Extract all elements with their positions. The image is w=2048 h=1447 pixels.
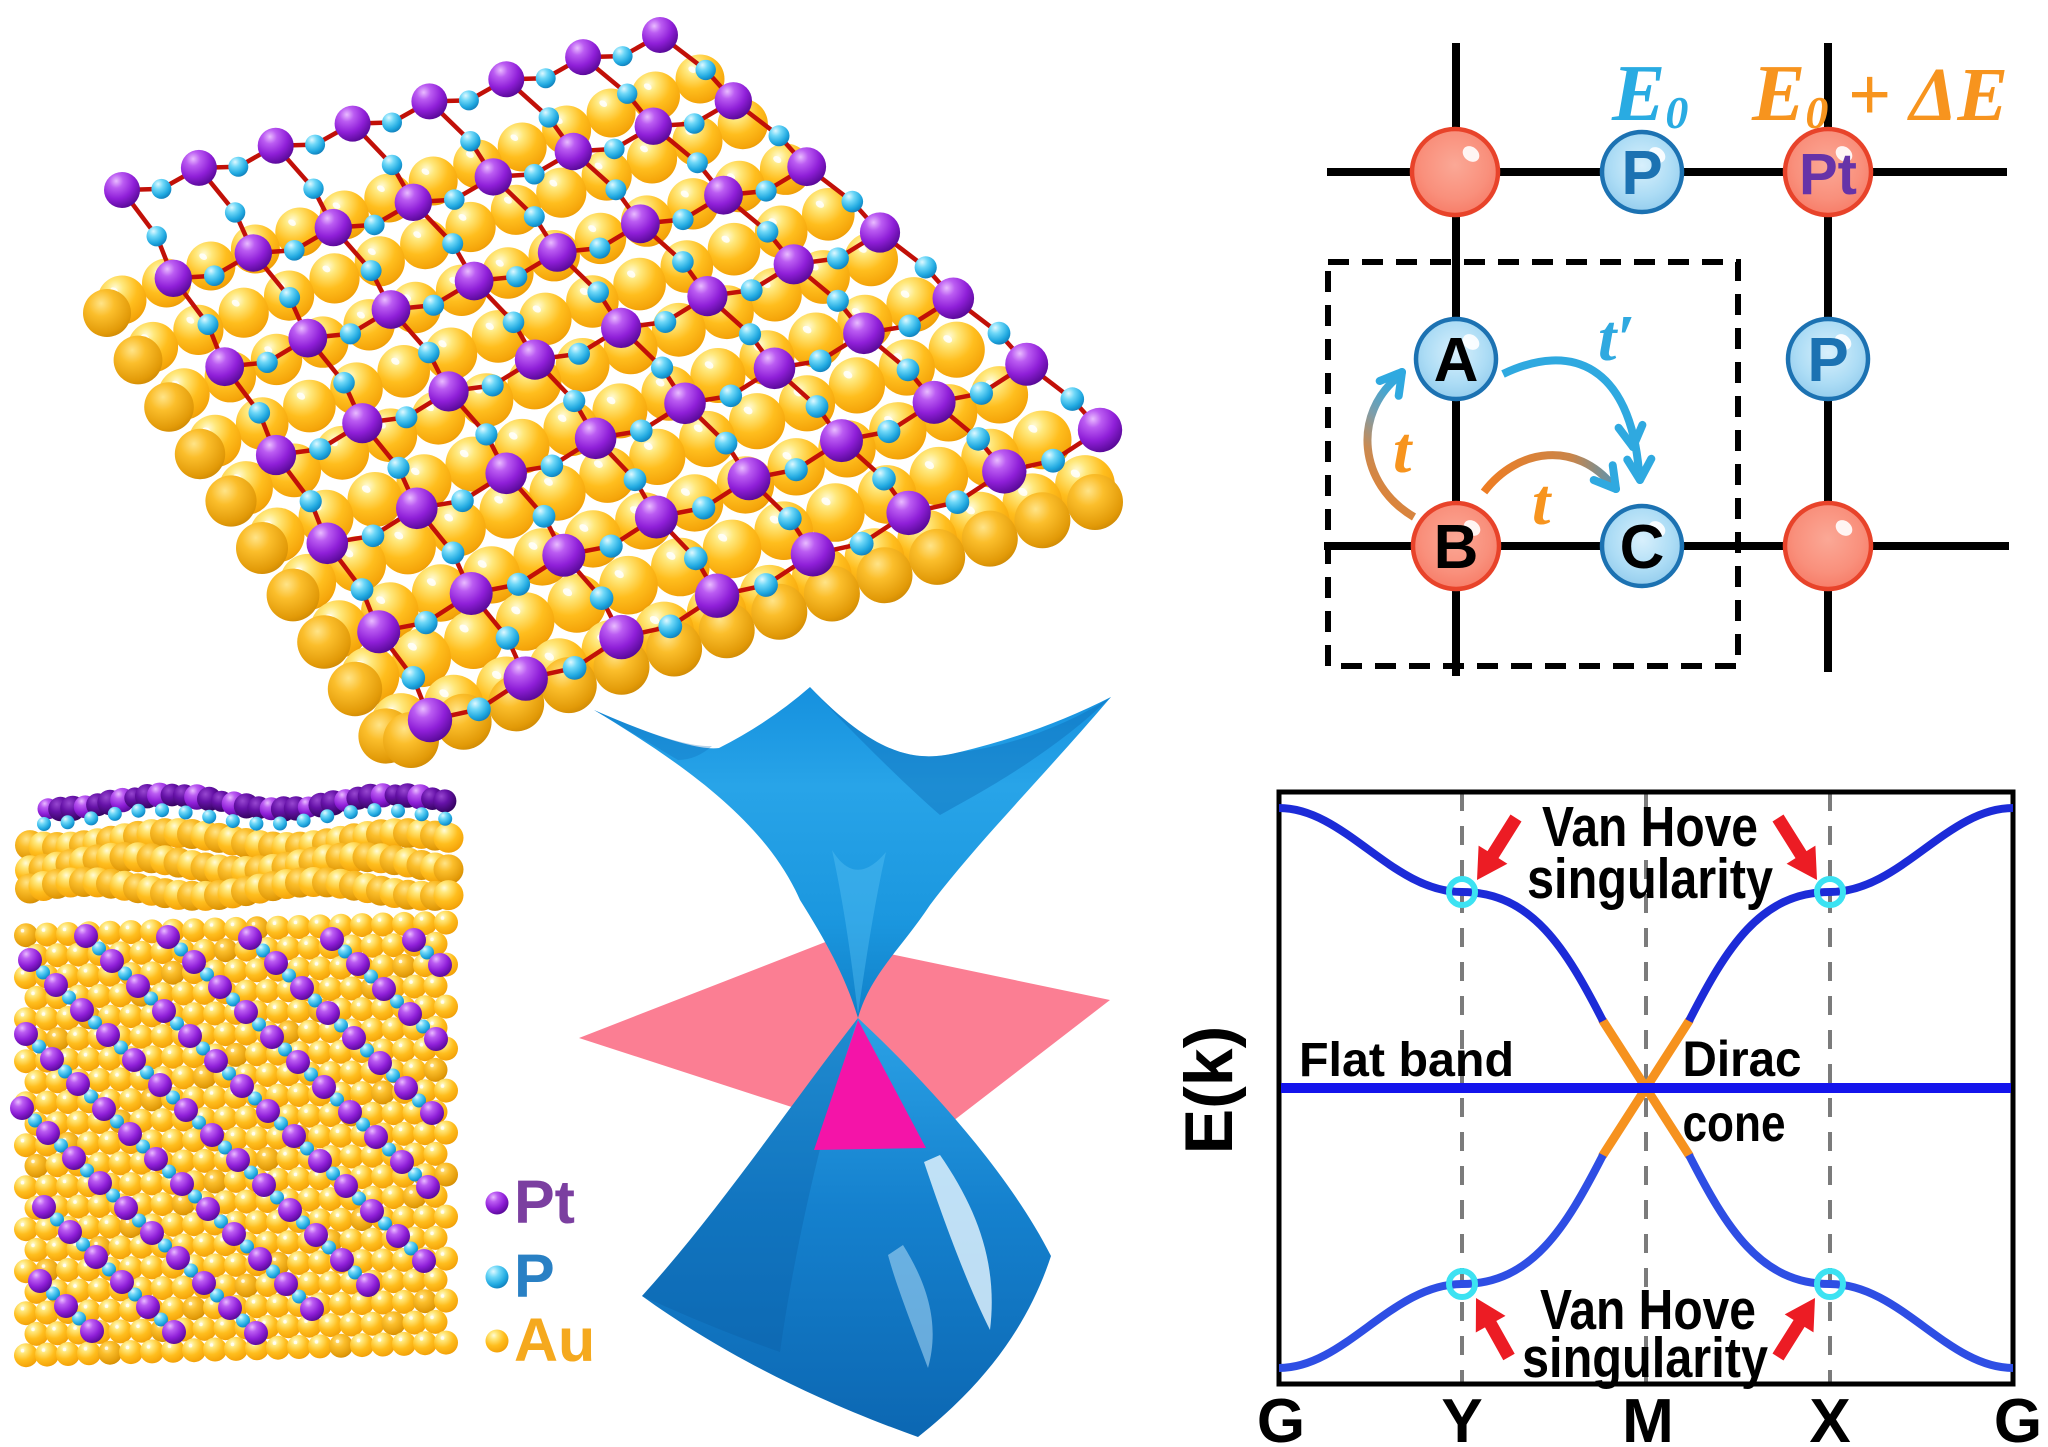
svg-text:Dirac: Dirac xyxy=(1683,1031,1802,1087)
svg-text:P: P xyxy=(1621,139,1662,208)
svg-text:B: B xyxy=(1434,513,1479,582)
svg-text:t: t xyxy=(1532,466,1552,539)
svg-text:Y: Y xyxy=(1441,1387,1482,1447)
svg-text:C: C xyxy=(1620,513,1665,582)
svg-text:M: M xyxy=(1622,1387,1674,1447)
svg-text:E(k): E(k) xyxy=(1171,1026,1247,1154)
svg-text:G: G xyxy=(1257,1387,1305,1447)
svg-text:Pt: Pt xyxy=(1799,142,1857,207)
svg-text:P: P xyxy=(514,1242,555,1310)
svg-text:singularity: singularity xyxy=(1527,847,1773,911)
svg-text:t: t xyxy=(1393,414,1413,487)
svg-text:E0: E0 xyxy=(1611,50,1688,138)
svg-text:Au: Au xyxy=(514,1306,595,1374)
svg-text:Van Hove: Van Hove xyxy=(1540,1278,1756,1342)
svg-text:P: P xyxy=(1807,326,1848,395)
svg-text:Van Hove: Van Hove xyxy=(1542,795,1758,859)
svg-text:A: A xyxy=(1434,326,1479,395)
svg-text:t′: t′ xyxy=(1598,302,1635,375)
svg-text:cone: cone xyxy=(1683,1095,1786,1153)
svg-text:singularity: singularity xyxy=(1522,1326,1768,1390)
svg-text:X: X xyxy=(1809,1387,1850,1447)
svg-text:E0 + ΔE: E0 + ΔE xyxy=(1751,50,2008,138)
svg-text:Pt: Pt xyxy=(514,1168,575,1236)
svg-text:G: G xyxy=(1994,1387,2042,1447)
svg-text:Flat band: Flat band xyxy=(1299,1034,1514,1087)
